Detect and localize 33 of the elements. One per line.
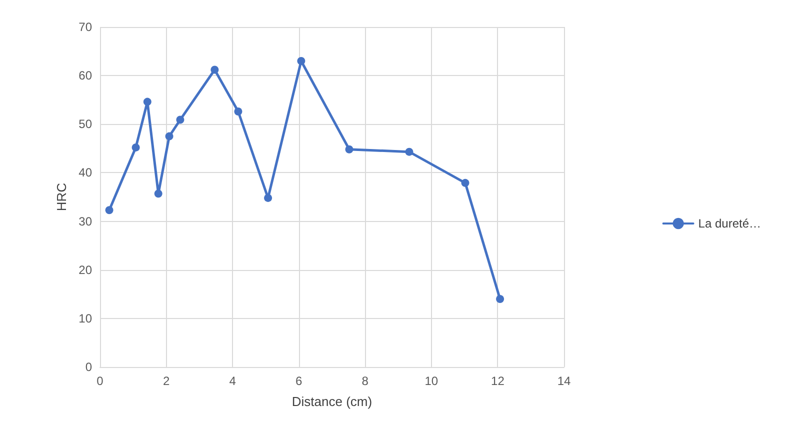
point [345,145,354,154]
y-tick-label: 20 [78,262,92,277]
y-tick-label: 50 [78,117,92,132]
x-tick-label: 6 [296,374,303,388]
y-axis-title: HRC [54,182,69,212]
x-tick-label: 2 [162,374,170,388]
y-tick-label: 30 [78,214,92,228]
y-tick-label: 10 [78,311,92,326]
point [105,206,114,214]
x-tick-label: 8 [362,374,369,388]
x-tick-label: 10 [424,374,438,388]
point [154,190,162,198]
point [143,98,152,106]
point [297,57,306,65]
point [461,178,470,187]
legend-label: La dureté… [698,216,762,230]
y-tick-label: 70 [78,20,92,34]
x-tick-label: 14 [557,374,571,388]
x-tick-label: 12 [491,374,505,388]
x-tick-label: 0 [96,374,104,388]
y-tick-label: 0 [85,360,92,374]
point [234,108,242,116]
x-axis-title: Distance (cm) [292,394,372,409]
point [176,116,184,124]
point [165,132,174,140]
point [210,66,219,74]
point [132,143,140,152]
x-tick-label: 4 [229,374,236,388]
y-tick-label: 40 [78,166,92,180]
point [405,148,414,156]
point [264,194,272,202]
point [496,295,504,303]
y-tick-label: 60 [78,68,92,83]
